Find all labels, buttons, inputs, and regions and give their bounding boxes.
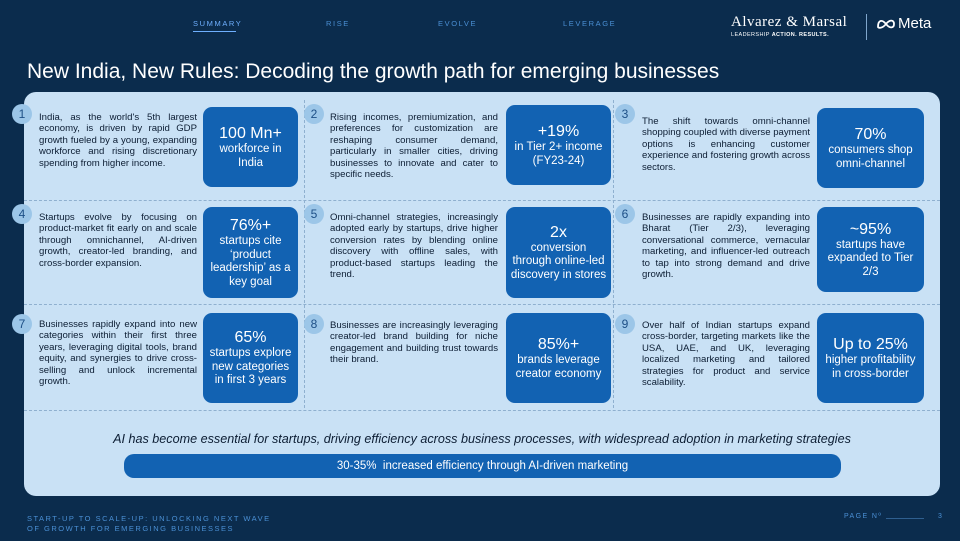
insight-card-2: 2 Rising incomes, premiumization, and pr… bbox=[304, 92, 613, 200]
footer-line-1: START-UP TO SCALE-UP: UNLOCKING NEXT WAV… bbox=[27, 514, 271, 523]
card-stat-box: 2x conversion through online-led discove… bbox=[506, 207, 611, 298]
card-stat-box: +19% in Tier 2+ income (FY23-24) bbox=[506, 105, 611, 185]
page-number: 3 bbox=[938, 513, 942, 520]
nav-evolve[interactable]: EVOLVE bbox=[438, 19, 478, 28]
nav-leverage[interactable]: LEVERAGE bbox=[563, 19, 617, 28]
column-divider bbox=[613, 100, 614, 408]
stat-value: +19% bbox=[537, 123, 580, 140]
card-number-badge: 1 bbox=[12, 104, 32, 124]
card-number-badge: 8 bbox=[304, 314, 324, 334]
footer-title: START-UP TO SCALE-UP: UNLOCKING NEXT WAV… bbox=[27, 514, 271, 534]
insights-panel: 1 India, as the world's 5th largest econ… bbox=[12, 92, 940, 496]
stat-caption: consumers shop omni-channel bbox=[828, 144, 913, 170]
stat-caption: startups cite ‘product leadership’ as a … bbox=[210, 235, 291, 288]
footer-line-2: OF GROWTH FOR EMERGING BUSINESSES bbox=[27, 524, 235, 533]
card-description: Omni-channel strategies, increasingly ad… bbox=[330, 212, 498, 281]
insight-card-1: 1 India, as the world's 5th largest econ… bbox=[12, 92, 304, 200]
row-divider bbox=[24, 410, 940, 411]
meta-infinity-logo-icon bbox=[877, 19, 895, 29]
insight-card-8: 8 Businesses are increasingly leveraging… bbox=[304, 304, 613, 410]
insight-card-7: 7 Businesses rapidly expand into new cat… bbox=[12, 304, 304, 410]
card-stat-box: ~95% startups have expanded to Tier 2/3 bbox=[817, 207, 924, 292]
stat-caption: startups explore new categories in first… bbox=[209, 347, 292, 387]
card-description: Over half of Indian startups expand cros… bbox=[642, 320, 810, 389]
card-description: Rising incomes, premiumization, and pref… bbox=[330, 112, 498, 181]
ai-efficiency-text: 30-35% increased efficiency through AI-d… bbox=[336, 460, 629, 472]
card-description: The shift towards omni-channel shopping … bbox=[642, 116, 810, 173]
card-stat-box: Up to 25% higher profitability in cross-… bbox=[817, 313, 924, 403]
stat-value: ~95% bbox=[849, 220, 892, 238]
page-title: New India, New Rules: Decoding the growt… bbox=[27, 60, 720, 83]
card-stat-box: 65% startups explore new categories in f… bbox=[203, 313, 298, 403]
stat-value: 85%+ bbox=[537, 336, 580, 353]
stat-caption: conversion through online-led discovery … bbox=[510, 241, 607, 281]
stat-value: 76%+ bbox=[229, 217, 272, 234]
card-number-badge: 4 bbox=[12, 204, 32, 224]
insight-card-5: 5 Omni-channel strategies, increasingly … bbox=[304, 200, 613, 304]
nav-summary[interactable]: SUMMARY bbox=[193, 19, 243, 28]
column-divider bbox=[304, 100, 305, 408]
meta-logo: Meta bbox=[876, 15, 931, 32]
stat-caption: higher profitability in cross-border bbox=[825, 354, 916, 380]
stat-value: Up to 25% bbox=[833, 336, 908, 353]
card-stat-box: 70% consumers shop omni-channel bbox=[817, 108, 924, 188]
page-number-divider bbox=[886, 518, 924, 519]
card-description: Businesses are rapidly expanding into Bh… bbox=[642, 212, 810, 281]
stat-caption: workforce in India bbox=[219, 143, 282, 169]
card-number-badge: 6 bbox=[615, 204, 635, 224]
nav-rise[interactable]: RISE bbox=[326, 19, 350, 28]
card-description: Businesses are increasingly leveraging c… bbox=[330, 320, 498, 366]
page-label: PAGE Nº bbox=[844, 513, 883, 520]
card-number-badge: 9 bbox=[615, 314, 635, 334]
nav-active-underline bbox=[193, 31, 236, 32]
card-number-badge: 2 bbox=[304, 104, 324, 124]
insight-card-4: 4 Startups evolve by focusing on product… bbox=[12, 200, 304, 304]
insight-card-3: 3 The shift towards omni-channel shoppin… bbox=[613, 92, 940, 200]
top-navigation: SUMMARY RISE EVOLVE LEVERAGE bbox=[0, 19, 960, 32]
stat-caption: startups have expanded to Tier 2/3 bbox=[827, 238, 914, 278]
card-stat-box: 85%+ brands leverage creator economy bbox=[506, 313, 611, 403]
meta-wordmark: Meta bbox=[898, 15, 932, 32]
card-number-badge: 5 bbox=[304, 204, 324, 224]
alvarez-marsal-logo: Alvarez & Marsal LEADERSHIP ACTION. RESU… bbox=[731, 14, 847, 38]
card-description: India, as the world's 5th largest econom… bbox=[39, 112, 197, 169]
row-divider bbox=[24, 304, 940, 305]
insight-card-9: 9 Over half of Indian startups expand cr… bbox=[613, 304, 940, 410]
card-stat-box: 100 Mn+ workforce in India bbox=[203, 107, 298, 187]
stat-caption: in Tier 2+ income (FY23-24) bbox=[514, 141, 603, 167]
brand-divider bbox=[866, 14, 867, 40]
stat-value: 2x bbox=[550, 223, 567, 241]
card-number-badge: 7 bbox=[12, 314, 32, 334]
ai-efficiency-bar: 30-35% increased efficiency through AI-d… bbox=[124, 454, 841, 478]
stat-caption: brands leverage creator economy bbox=[515, 354, 602, 380]
row-divider bbox=[24, 200, 940, 201]
insight-card-6: 6 Businesses are rapidly expanding into … bbox=[613, 200, 940, 304]
stat-value: 70% bbox=[854, 126, 887, 143]
am-tagline: LEADERSHIP ACTION. RESULTS. bbox=[731, 32, 830, 38]
stat-value: 100 Mn+ bbox=[219, 125, 282, 142]
card-description: Startups evolve by focusing on product-m… bbox=[39, 212, 197, 269]
card-number-badge: 3 bbox=[615, 104, 635, 124]
card-stat-box: 76%+ startups cite ‘product leadership’ … bbox=[203, 207, 298, 298]
am-wordmark: Alvarez & Marsal bbox=[731, 14, 848, 30]
stat-value: 65% bbox=[234, 329, 267, 347]
ai-statement: AI has become essential for startups, dr… bbox=[113, 432, 851, 446]
card-description: Businesses rapidly expand into new categ… bbox=[39, 319, 197, 388]
